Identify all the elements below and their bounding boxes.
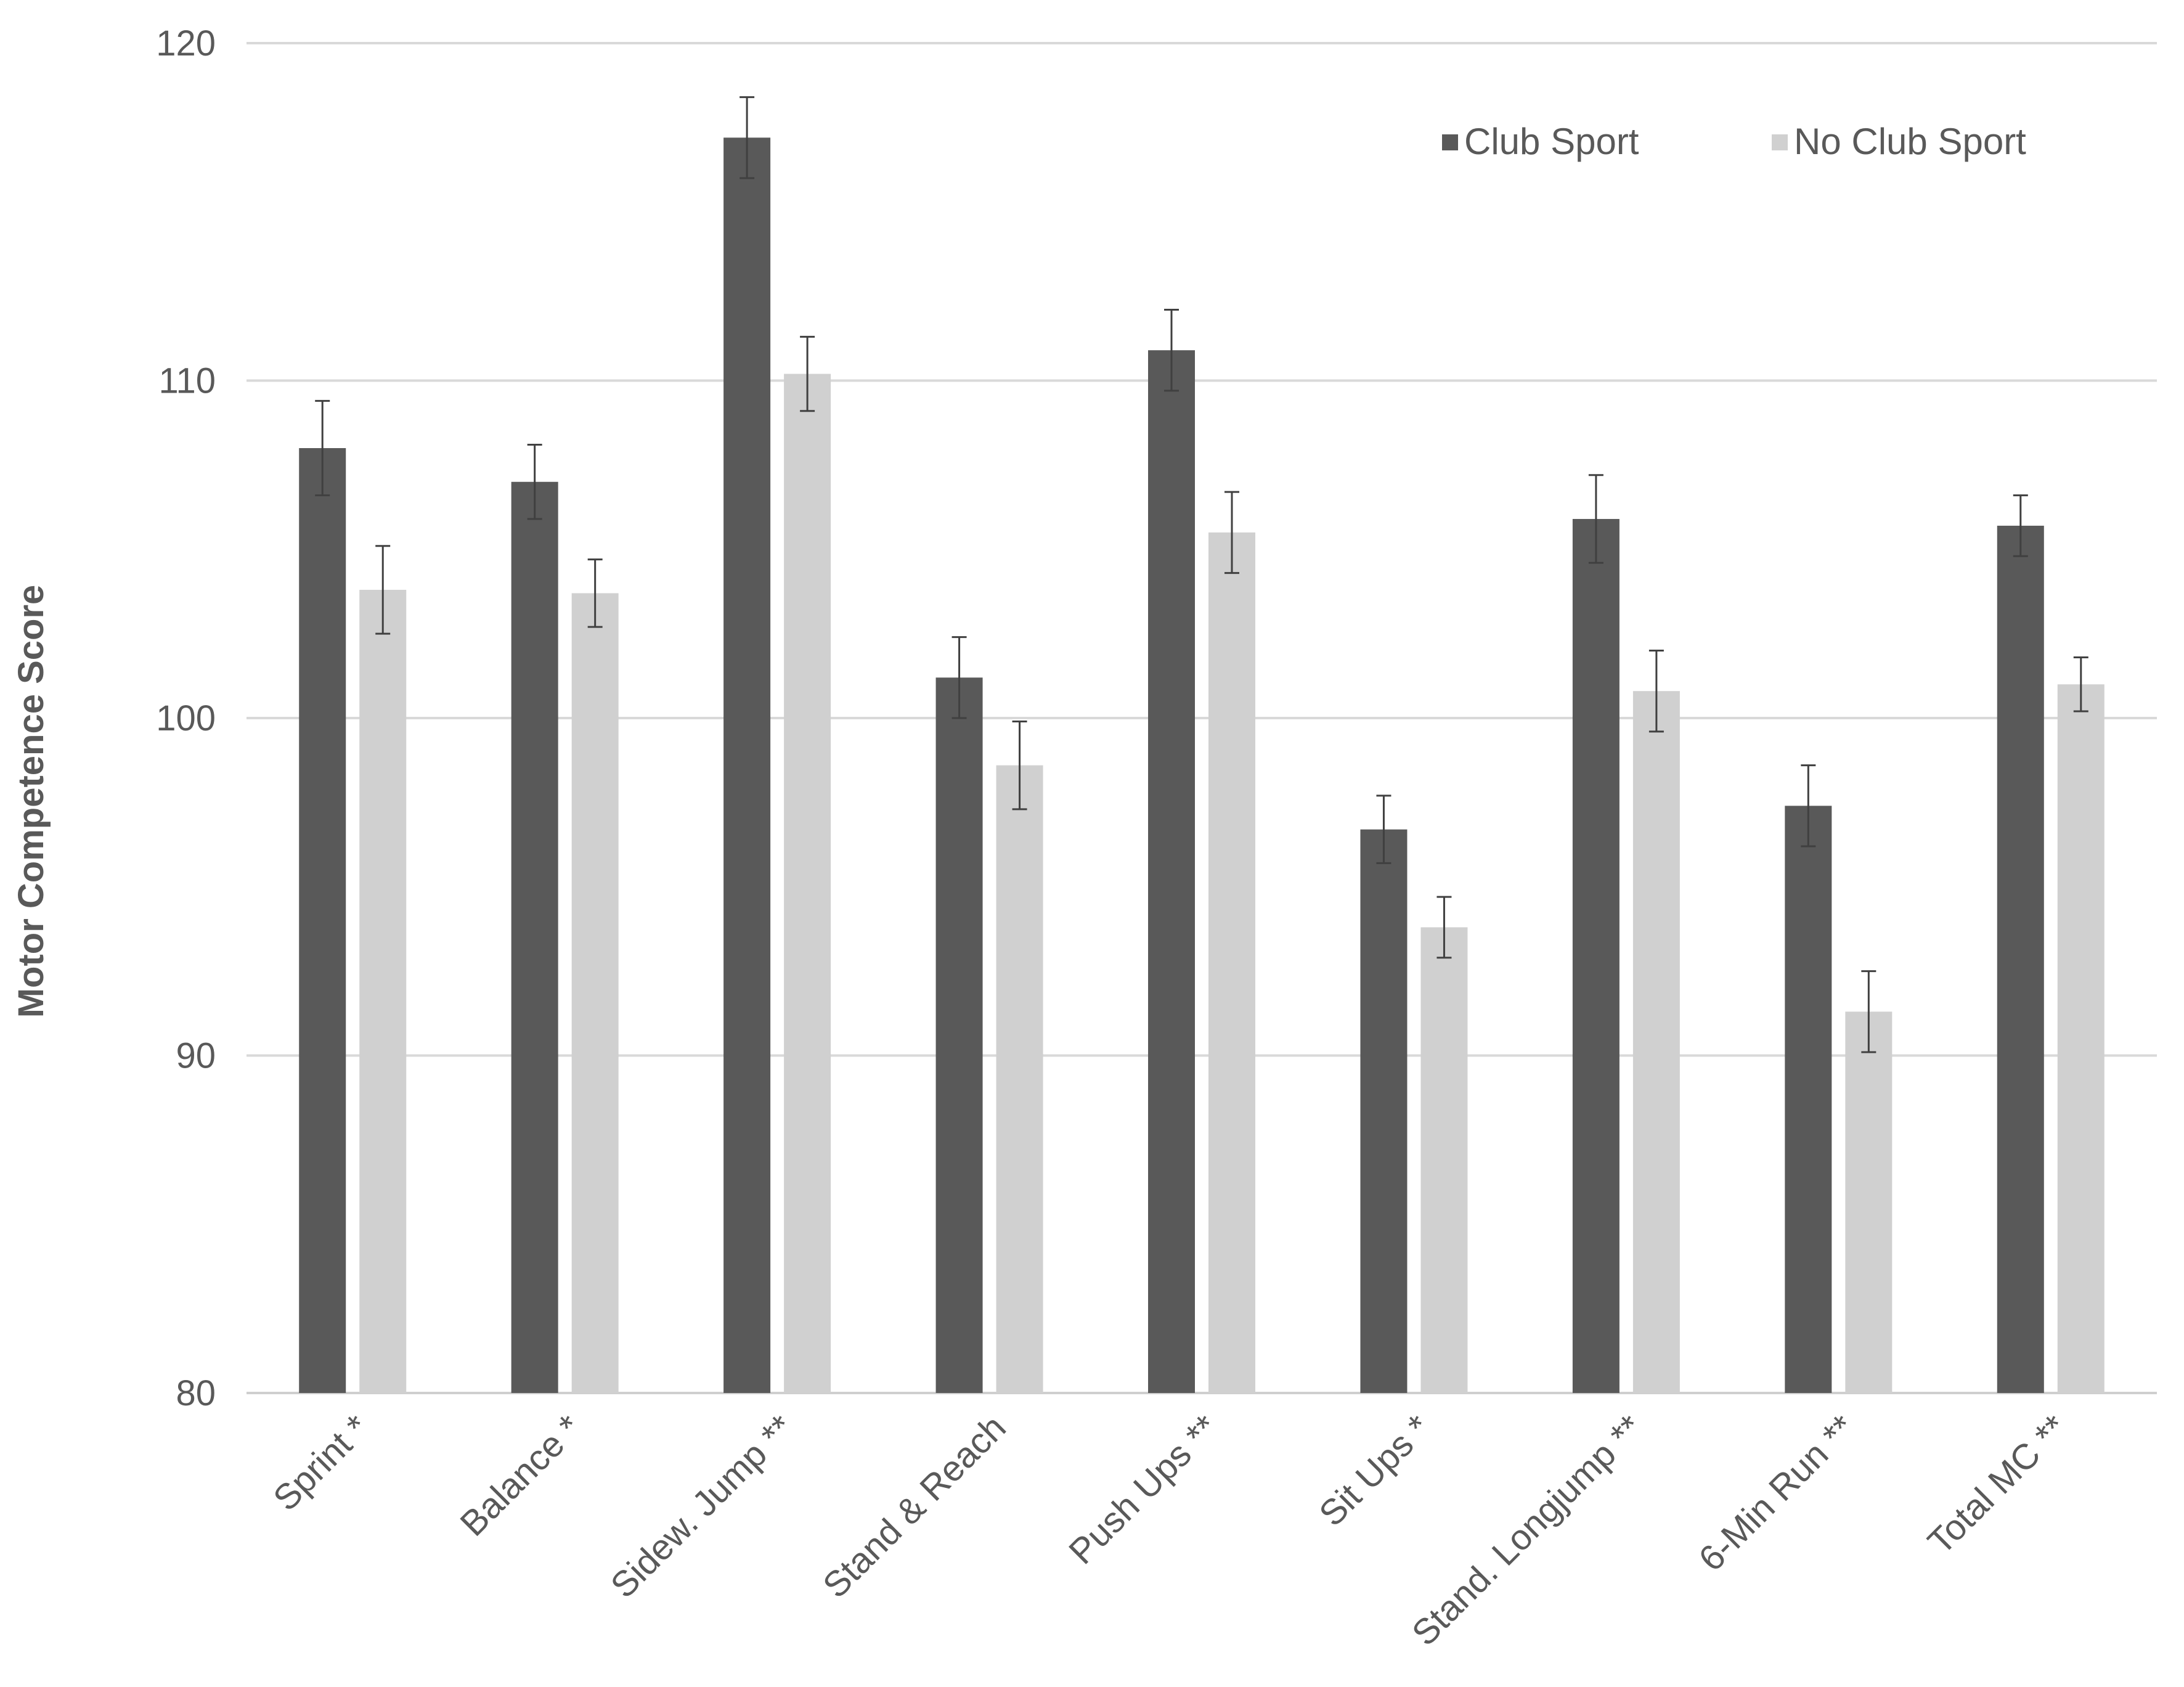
legend: Club Sport No Club Sport [1442, 121, 2026, 162]
y-axis-ticks: 80 90 100 110 120 [156, 23, 216, 1413]
y-tick-label: 80 [176, 1373, 216, 1413]
bar [935, 677, 983, 1393]
bar [1208, 532, 1255, 1393]
legend-swatch [1442, 134, 1458, 150]
x-tick-label: Push Ups ** [1061, 1407, 1226, 1572]
bars [299, 137, 2105, 1394]
x-axis-ticks: Sprint * Balance * Sidew. Jump ** Stand & R… [266, 1407, 2075, 1653]
legend-swatch [1772, 134, 1788, 150]
x-tick-label: Stand & Reach [815, 1407, 1014, 1606]
bar [1632, 691, 1680, 1393]
bar [299, 448, 346, 1393]
x-tick-label: Balance * [452, 1407, 589, 1544]
bar [571, 593, 619, 1393]
error-bars [315, 96, 2088, 1053]
y-tick-label: 110 [159, 361, 216, 401]
bar [1360, 829, 1408, 1393]
x-tick-label: Sit Ups * [1311, 1407, 1438, 1534]
x-tick-label: 6-Min Run ** [1691, 1407, 1862, 1579]
bar [1420, 927, 1468, 1393]
y-axis-label: Motor Competence Score [11, 585, 51, 1018]
bar [723, 137, 771, 1393]
bar [511, 481, 558, 1393]
x-tick-label: Sidew. Jump ** [603, 1407, 802, 1606]
x-tick-label: Total MC ** [1920, 1407, 2075, 1562]
y-tick-label: 90 [176, 1036, 216, 1076]
legend-label: Club Sport [1464, 121, 1639, 162]
y-tick-label: 100 [156, 698, 216, 738]
y-tick-label: 120 [156, 23, 216, 63]
x-tick-label: Sprint * [266, 1407, 377, 1518]
x-tick-label: Stand. Longjump ** [1404, 1407, 1650, 1653]
bar [784, 374, 831, 1393]
bar [1148, 350, 1195, 1393]
bar [2057, 684, 2105, 1393]
gridlines [247, 42, 2157, 1394]
bar [1845, 1011, 1893, 1393]
bar [1997, 525, 2044, 1393]
bar [1785, 806, 1832, 1393]
legend-label: No Club Sport [1794, 121, 2026, 162]
bar [996, 765, 1043, 1393]
bar [359, 589, 407, 1394]
bar [1572, 518, 1620, 1393]
